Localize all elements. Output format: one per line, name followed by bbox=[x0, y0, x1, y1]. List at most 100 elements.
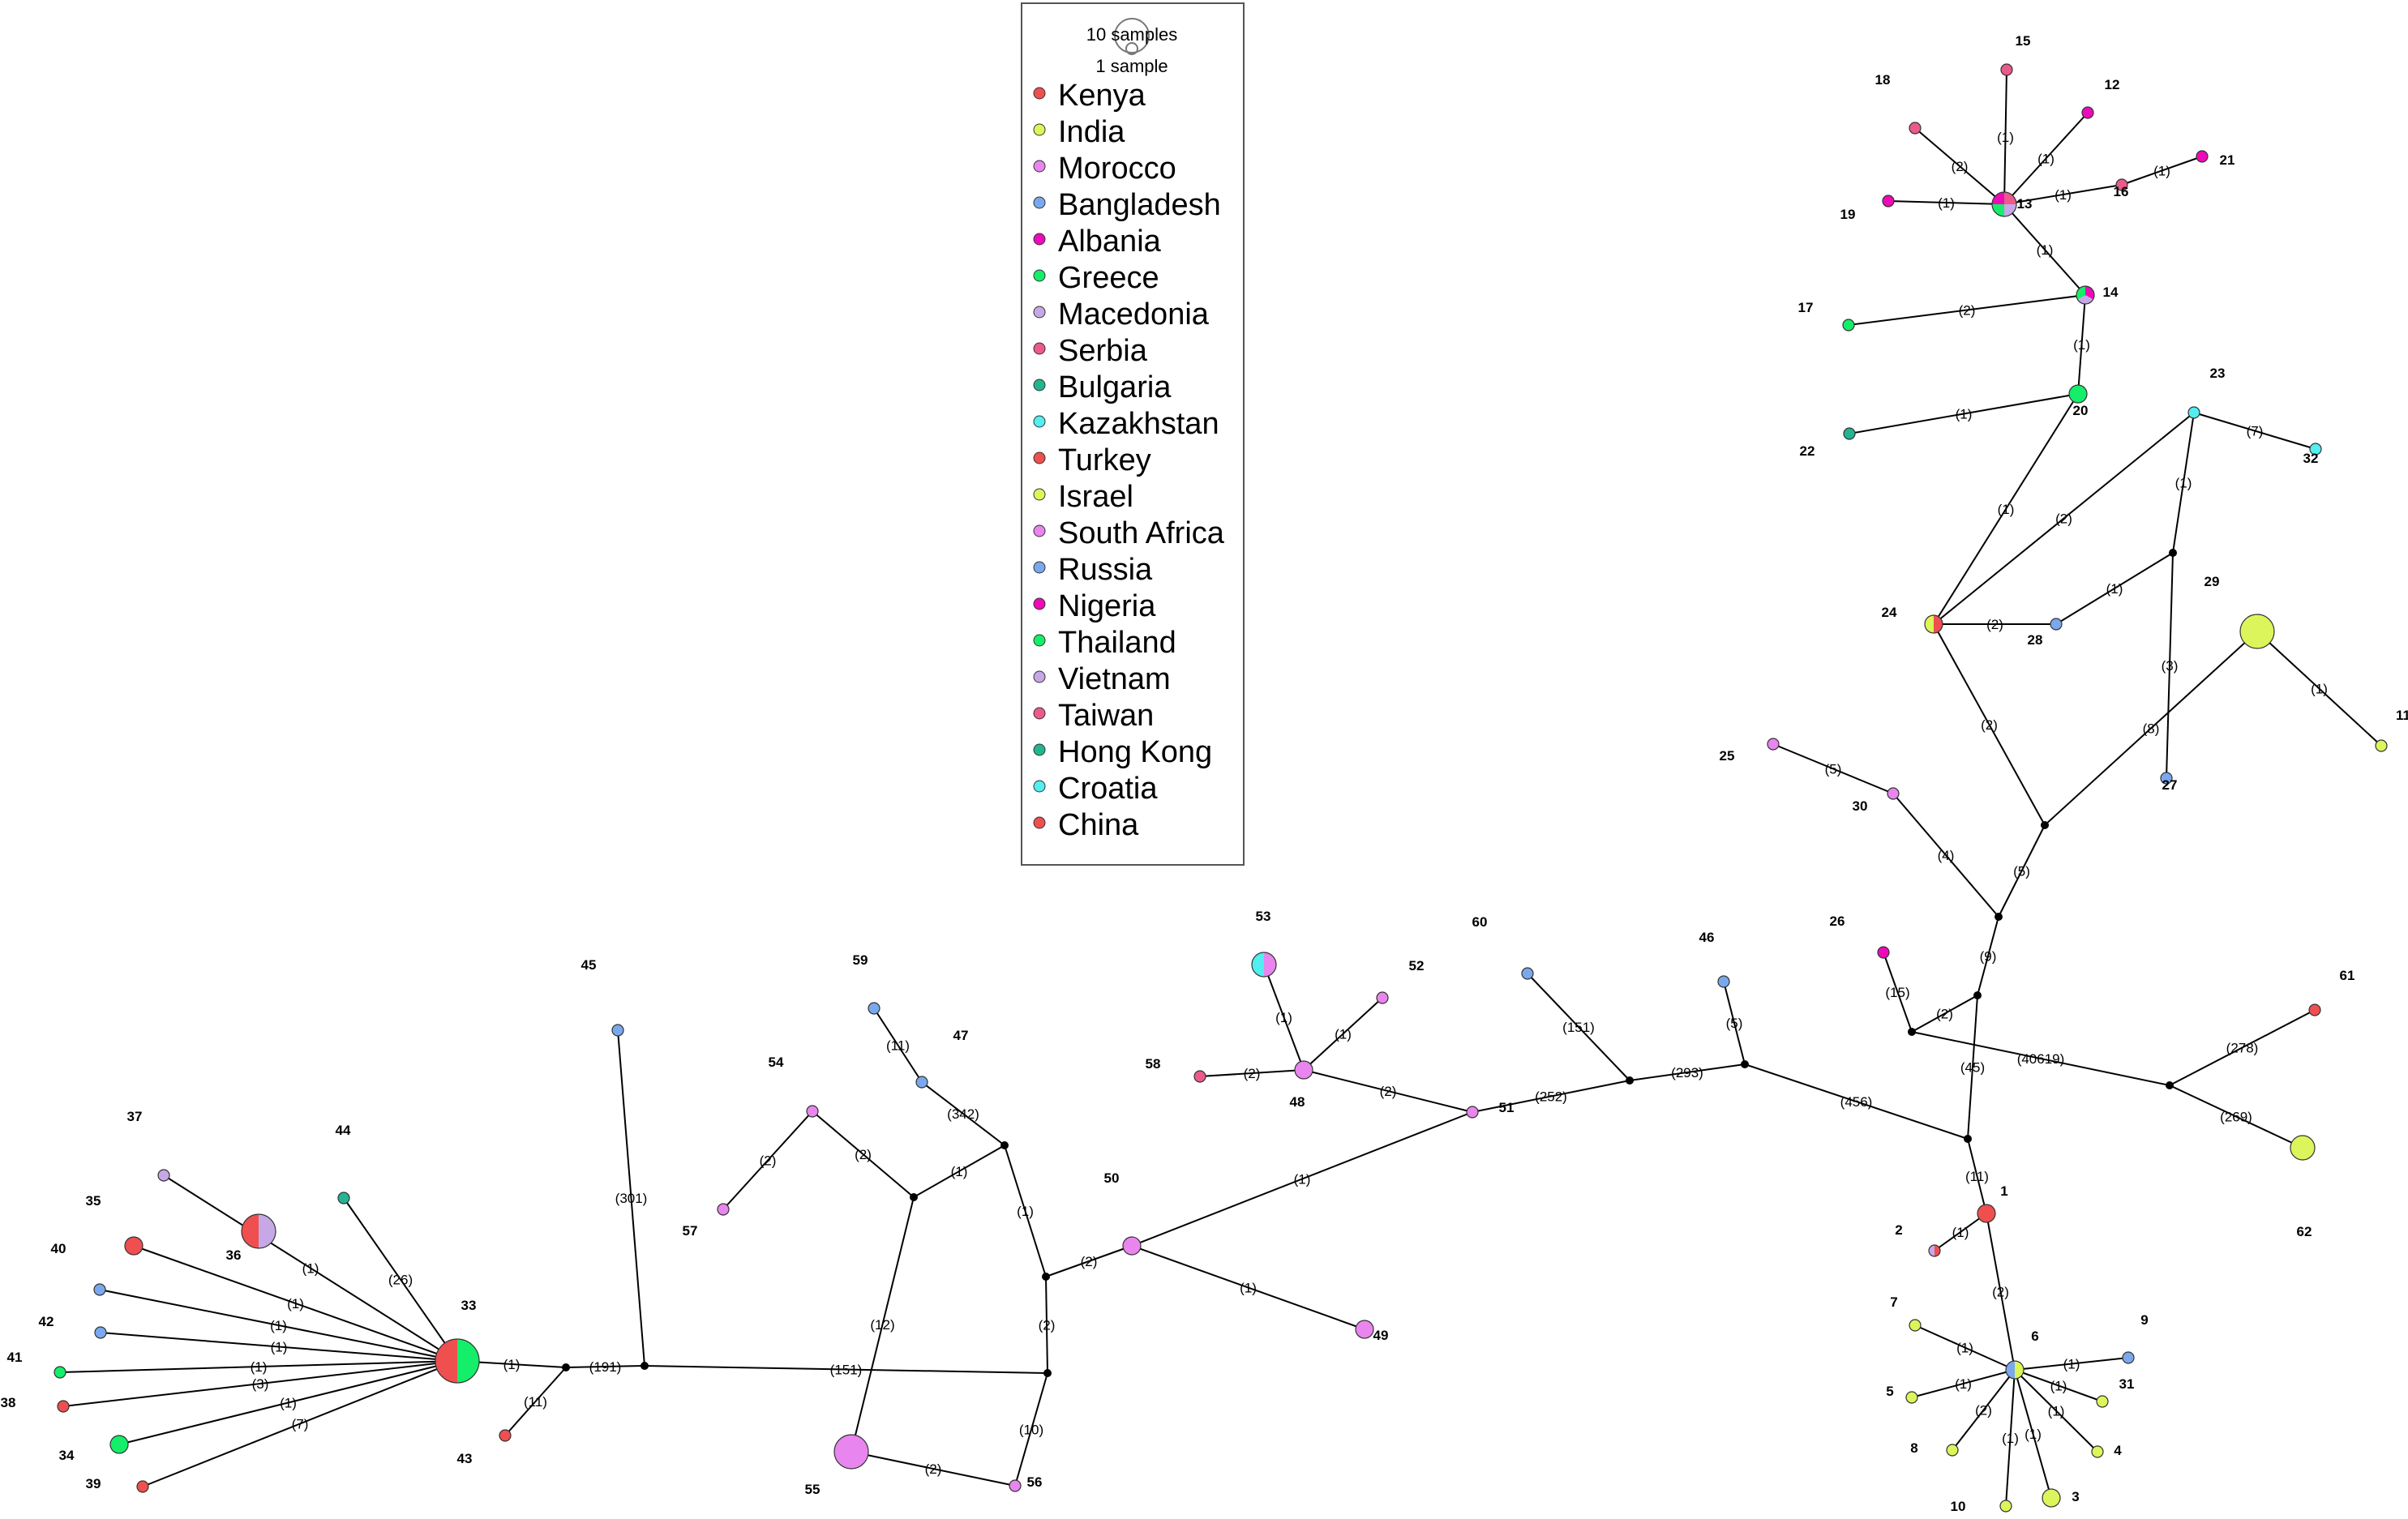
node-label-12: 12 bbox=[2105, 77, 2120, 92]
haplotype-node-30[interactable] bbox=[1887, 787, 1900, 800]
haplotype-node-17[interactable] bbox=[1842, 319, 1855, 332]
haplotype-node-50[interactable] bbox=[1122, 1236, 1142, 1256]
haplotype-node-45[interactable] bbox=[611, 1024, 624, 1037]
haplotype-node-3[interactable] bbox=[2042, 1488, 2061, 1508]
haplotype-node-36[interactable] bbox=[241, 1213, 276, 1249]
haplotype-node-14[interactable] bbox=[2076, 285, 2095, 305]
node-label-36: 36 bbox=[226, 1247, 242, 1263]
haplotype-node-44[interactable] bbox=[337, 1192, 350, 1205]
edge-label: (1) bbox=[2063, 1357, 2080, 1372]
edge-label: (2) bbox=[1380, 1084, 1397, 1099]
haplotype-node-27[interactable] bbox=[2160, 772, 2173, 785]
edge-33-37 bbox=[163, 1175, 458, 1362]
node-label-21: 21 bbox=[2220, 152, 2235, 168]
haplotype-node-28[interactable] bbox=[2050, 618, 2063, 631]
edge-6-7 bbox=[1914, 1324, 2016, 1371]
haplotype-node-12[interactable] bbox=[2081, 106, 2094, 119]
haplotype-node-8[interactable] bbox=[1946, 1444, 1959, 1457]
haplotype-node-59[interactable] bbox=[868, 1002, 881, 1015]
haplotype-node-55[interactable] bbox=[833, 1434, 869, 1470]
edge-13-18 bbox=[1914, 127, 2005, 205]
edge-label: (2) bbox=[1244, 1066, 1261, 1081]
haplotype-node-23[interactable] bbox=[2187, 406, 2200, 419]
edge-label: (2) bbox=[1975, 1403, 1992, 1418]
haplotype-node-47[interactable] bbox=[915, 1076, 928, 1089]
haplotype-node-24[interactable] bbox=[1924, 614, 1943, 634]
haplotype-node-60[interactable] bbox=[1521, 967, 1534, 980]
node-label-59: 59 bbox=[853, 952, 868, 968]
haplotype-node-1[interactable] bbox=[1977, 1204, 1996, 1223]
haplotype-node-56[interactable] bbox=[1009, 1479, 1022, 1492]
haplotype-node-22[interactable] bbox=[1843, 427, 1856, 440]
haplotype-node-39[interactable] bbox=[136, 1480, 149, 1493]
haplotype-node-37[interactable] bbox=[157, 1169, 170, 1182]
haplotype-node-38[interactable] bbox=[57, 1400, 70, 1413]
node-label-45: 45 bbox=[581, 957, 597, 973]
haplotype-node-10[interactable] bbox=[1999, 1500, 2012, 1513]
edge-m10-m11 bbox=[1911, 995, 1978, 1033]
legend-label: Serbia bbox=[1058, 334, 1148, 368]
median-vector bbox=[1908, 1028, 1916, 1036]
haplotype-node-31[interactable] bbox=[2096, 1395, 2109, 1408]
haplotype-node-11[interactable] bbox=[2375, 739, 2388, 752]
node-label-31: 31 bbox=[2119, 1376, 2135, 1392]
haplotype-node-58[interactable] bbox=[1193, 1070, 1206, 1083]
haplotype-node-9[interactable] bbox=[2122, 1351, 2135, 1364]
haplotype-node-61[interactable] bbox=[2308, 1003, 2321, 1016]
edge-label: (1) bbox=[2037, 242, 2054, 258]
haplotype-node-33[interactable] bbox=[435, 1338, 480, 1384]
edge-label: (1) bbox=[2025, 1427, 2042, 1442]
haplotype-node-15[interactable] bbox=[2000, 63, 2013, 76]
haplotype-node-35[interactable] bbox=[124, 1236, 144, 1256]
legend-swatch bbox=[1033, 707, 1046, 720]
haplotype-node-53[interactable] bbox=[1251, 952, 1277, 978]
haplotype-node-62[interactable] bbox=[2290, 1135, 2316, 1161]
edge-label: (1) bbox=[287, 1296, 304, 1311]
haplotype-node-19[interactable] bbox=[1882, 195, 1895, 208]
legend-label: Kenya bbox=[1058, 79, 1146, 113]
haplotype-node-29[interactable] bbox=[2239, 614, 2275, 649]
haplotype-node-18[interactable] bbox=[1909, 122, 1922, 135]
haplotype-node-46[interactable] bbox=[1717, 975, 1730, 988]
haplotype-node-54[interactable] bbox=[806, 1105, 819, 1118]
legend-entries: KenyaIndiaMoroccoBangladeshAlbaniaGreece… bbox=[1033, 79, 1225, 842]
haplotype-node-13[interactable] bbox=[1991, 191, 2017, 217]
haplotype-node-7[interactable] bbox=[1909, 1319, 1922, 1332]
legend-entry: China bbox=[1033, 808, 1139, 842]
haplotype-node-48[interactable] bbox=[1294, 1060, 1313, 1080]
haplotype-node-49[interactable] bbox=[1355, 1320, 1374, 1339]
node-label-19: 19 bbox=[1840, 207, 1856, 222]
edge-label: (1) bbox=[2311, 682, 2328, 697]
haplotype-node-4[interactable] bbox=[2091, 1445, 2104, 1458]
median-vector bbox=[562, 1363, 570, 1371]
legend-label: Turkey bbox=[1058, 443, 1151, 477]
haplotype-node-20[interactable] bbox=[2068, 384, 2088, 404]
haplotype-node-34[interactable] bbox=[109, 1435, 129, 1454]
edge-label: (5) bbox=[2013, 864, 2030, 879]
edge-m13-m14 bbox=[1998, 824, 2046, 918]
legend-label: Albania bbox=[1058, 225, 1162, 259]
legend-entry: Taiwan bbox=[1033, 699, 1154, 733]
haplotype-node-40[interactable] bbox=[93, 1283, 106, 1296]
haplotype-node-21[interactable] bbox=[2196, 150, 2209, 163]
node-labels-layer: 1234567891011121314151617181920212223242… bbox=[1, 33, 2408, 1514]
edge-m1-43 bbox=[504, 1367, 567, 1436]
haplotype-node-32[interactable] bbox=[2309, 443, 2322, 456]
haplotype-node-5[interactable] bbox=[1905, 1391, 1918, 1404]
haplotype-node-41[interactable] bbox=[54, 1366, 66, 1379]
haplotype-node-16[interactable] bbox=[2115, 178, 2128, 191]
edge-m10-m13 bbox=[1977, 916, 1999, 996]
haplotype-node-42[interactable] bbox=[94, 1326, 107, 1339]
node-label-14: 14 bbox=[2103, 285, 2119, 300]
haplotype-node-25[interactable] bbox=[1767, 738, 1780, 751]
haplotype-node-2[interactable] bbox=[1928, 1244, 1941, 1257]
haplotype-node-26[interactable] bbox=[1877, 946, 1890, 959]
edge-m7-60 bbox=[1527, 973, 1630, 1081]
haplotype-node-57[interactable] bbox=[717, 1203, 730, 1216]
node-label-27: 27 bbox=[2162, 777, 2178, 793]
haplotype-node-52[interactable] bbox=[1376, 991, 1389, 1004]
haplotype-node-43[interactable] bbox=[499, 1429, 512, 1442]
haplotype-node-6[interactable] bbox=[2005, 1360, 2025, 1380]
haplotype-node-51[interactable] bbox=[1466, 1106, 1479, 1119]
edge-48-58 bbox=[1199, 1069, 1305, 1077]
